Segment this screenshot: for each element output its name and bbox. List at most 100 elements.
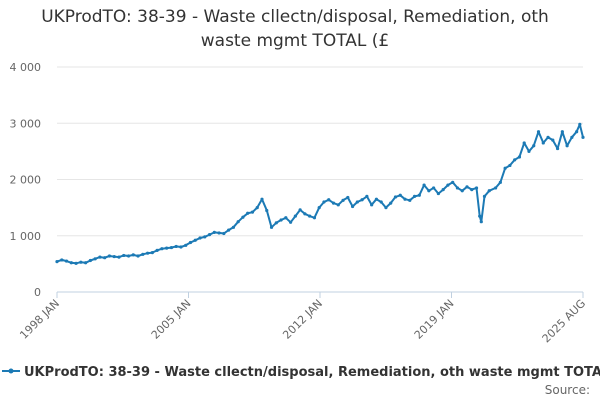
data-point[interactable] — [508, 163, 512, 168]
data-point[interactable] — [478, 214, 482, 218]
data-point[interactable] — [145, 251, 150, 255]
data-point[interactable] — [455, 186, 460, 190]
data-point[interactable] — [578, 122, 582, 126]
data-point[interactable] — [141, 252, 145, 256]
data-point[interactable] — [298, 208, 302, 212]
data-point[interactable] — [289, 220, 293, 224]
data-point[interactable] — [565, 144, 569, 148]
data-point[interactable] — [217, 231, 221, 235]
data-point[interactable] — [403, 197, 407, 201]
data-point[interactable] — [317, 206, 321, 210]
data-point[interactable] — [64, 259, 69, 263]
data-point[interactable] — [441, 188, 445, 192]
data-point[interactable] — [336, 203, 340, 207]
data-point[interactable] — [451, 180, 455, 184]
data-point[interactable] — [581, 135, 585, 139]
data-point[interactable] — [274, 221, 278, 225]
data-point[interactable] — [398, 193, 402, 197]
data-point[interactable] — [479, 220, 483, 224]
data-point[interactable] — [503, 166, 507, 170]
data-point[interactable] — [427, 189, 431, 193]
data-point[interactable] — [532, 144, 536, 148]
data-point[interactable] — [179, 245, 183, 249]
data-point[interactable] — [384, 206, 388, 210]
data-point[interactable] — [74, 261, 78, 265]
data-point[interactable] — [493, 186, 498, 190]
data-point[interactable] — [417, 193, 421, 197]
data-point[interactable] — [470, 188, 474, 192]
data-point[interactable] — [103, 256, 107, 260]
data-point[interactable] — [279, 218, 283, 222]
data-point[interactable] — [322, 200, 326, 204]
data-point[interactable] — [212, 230, 216, 234]
data-point[interactable] — [422, 183, 426, 187]
data-point[interactable] — [69, 261, 73, 265]
data-point[interactable] — [327, 198, 331, 202]
data-point[interactable] — [255, 206, 259, 210]
data-point[interactable] — [126, 254, 131, 258]
data-point[interactable] — [236, 220, 240, 224]
data-point[interactable] — [379, 200, 383, 204]
data-point[interactable] — [365, 194, 369, 198]
data-point[interactable] — [341, 198, 345, 202]
data-point[interactable] — [355, 200, 359, 204]
data-point[interactable] — [246, 211, 250, 215]
data-point[interactable] — [98, 255, 102, 259]
data-point[interactable] — [487, 189, 491, 193]
data-point[interactable] — [551, 138, 555, 142]
data-point[interactable] — [169, 245, 174, 250]
data-point[interactable] — [446, 183, 450, 187]
data-point[interactable] — [555, 146, 560, 151]
data-point[interactable] — [107, 254, 112, 258]
data-point[interactable] — [241, 215, 245, 219]
data-point[interactable] — [136, 254, 140, 258]
data-point[interactable] — [150, 251, 154, 255]
data-point[interactable] — [393, 195, 398, 199]
data-point[interactable] — [222, 231, 226, 236]
data-point[interactable] — [370, 203, 374, 207]
data-point[interactable] — [112, 254, 116, 259]
data-point[interactable] — [231, 225, 235, 229]
data-point[interactable] — [84, 261, 88, 265]
data-point[interactable] — [198, 236, 202, 240]
data-point[interactable] — [303, 212, 307, 216]
data-point[interactable] — [155, 248, 159, 252]
data-point[interactable] — [207, 233, 212, 237]
data-point[interactable] — [474, 186, 479, 190]
data-point[interactable] — [498, 180, 502, 184]
data-point[interactable] — [527, 149, 531, 153]
data-point[interactable] — [436, 191, 440, 196]
data-point[interactable] — [331, 201, 336, 205]
data-point[interactable] — [93, 257, 97, 261]
data-point[interactable] — [374, 197, 379, 201]
data-point[interactable] — [117, 255, 121, 259]
data-point[interactable] — [560, 130, 564, 134]
data-point[interactable] — [165, 246, 169, 250]
data-point[interactable] — [79, 260, 83, 264]
data-point[interactable] — [188, 240, 193, 245]
data-point[interactable] — [269, 225, 274, 229]
data-point[interactable] — [55, 260, 59, 264]
data-point[interactable] — [536, 130, 541, 134]
data-point[interactable] — [389, 201, 393, 205]
data-point[interactable] — [412, 194, 417, 198]
data-point[interactable] — [203, 235, 207, 239]
data-point[interactable] — [482, 194, 487, 198]
legend[interactable]: UKProdTO: 38-39 - Waste cllectn/disposal… — [2, 365, 600, 380]
series-line[interactable] — [56, 123, 584, 265]
data-point[interactable] — [346, 195, 350, 200]
data-point[interactable] — [513, 158, 517, 162]
data-point[interactable] — [432, 186, 436, 190]
data-point[interactable] — [250, 210, 255, 214]
data-point[interactable] — [193, 238, 197, 242]
data-point[interactable] — [293, 214, 297, 218]
data-point[interactable] — [575, 130, 579, 134]
data-point[interactable] — [160, 247, 164, 251]
data-point[interactable] — [546, 135, 550, 139]
data-point[interactable] — [517, 155, 522, 159]
data-point[interactable] — [522, 141, 526, 145]
data-point[interactable] — [350, 204, 355, 209]
data-point[interactable] — [122, 253, 126, 258]
data-point[interactable] — [541, 141, 545, 145]
data-point[interactable] — [260, 197, 264, 201]
